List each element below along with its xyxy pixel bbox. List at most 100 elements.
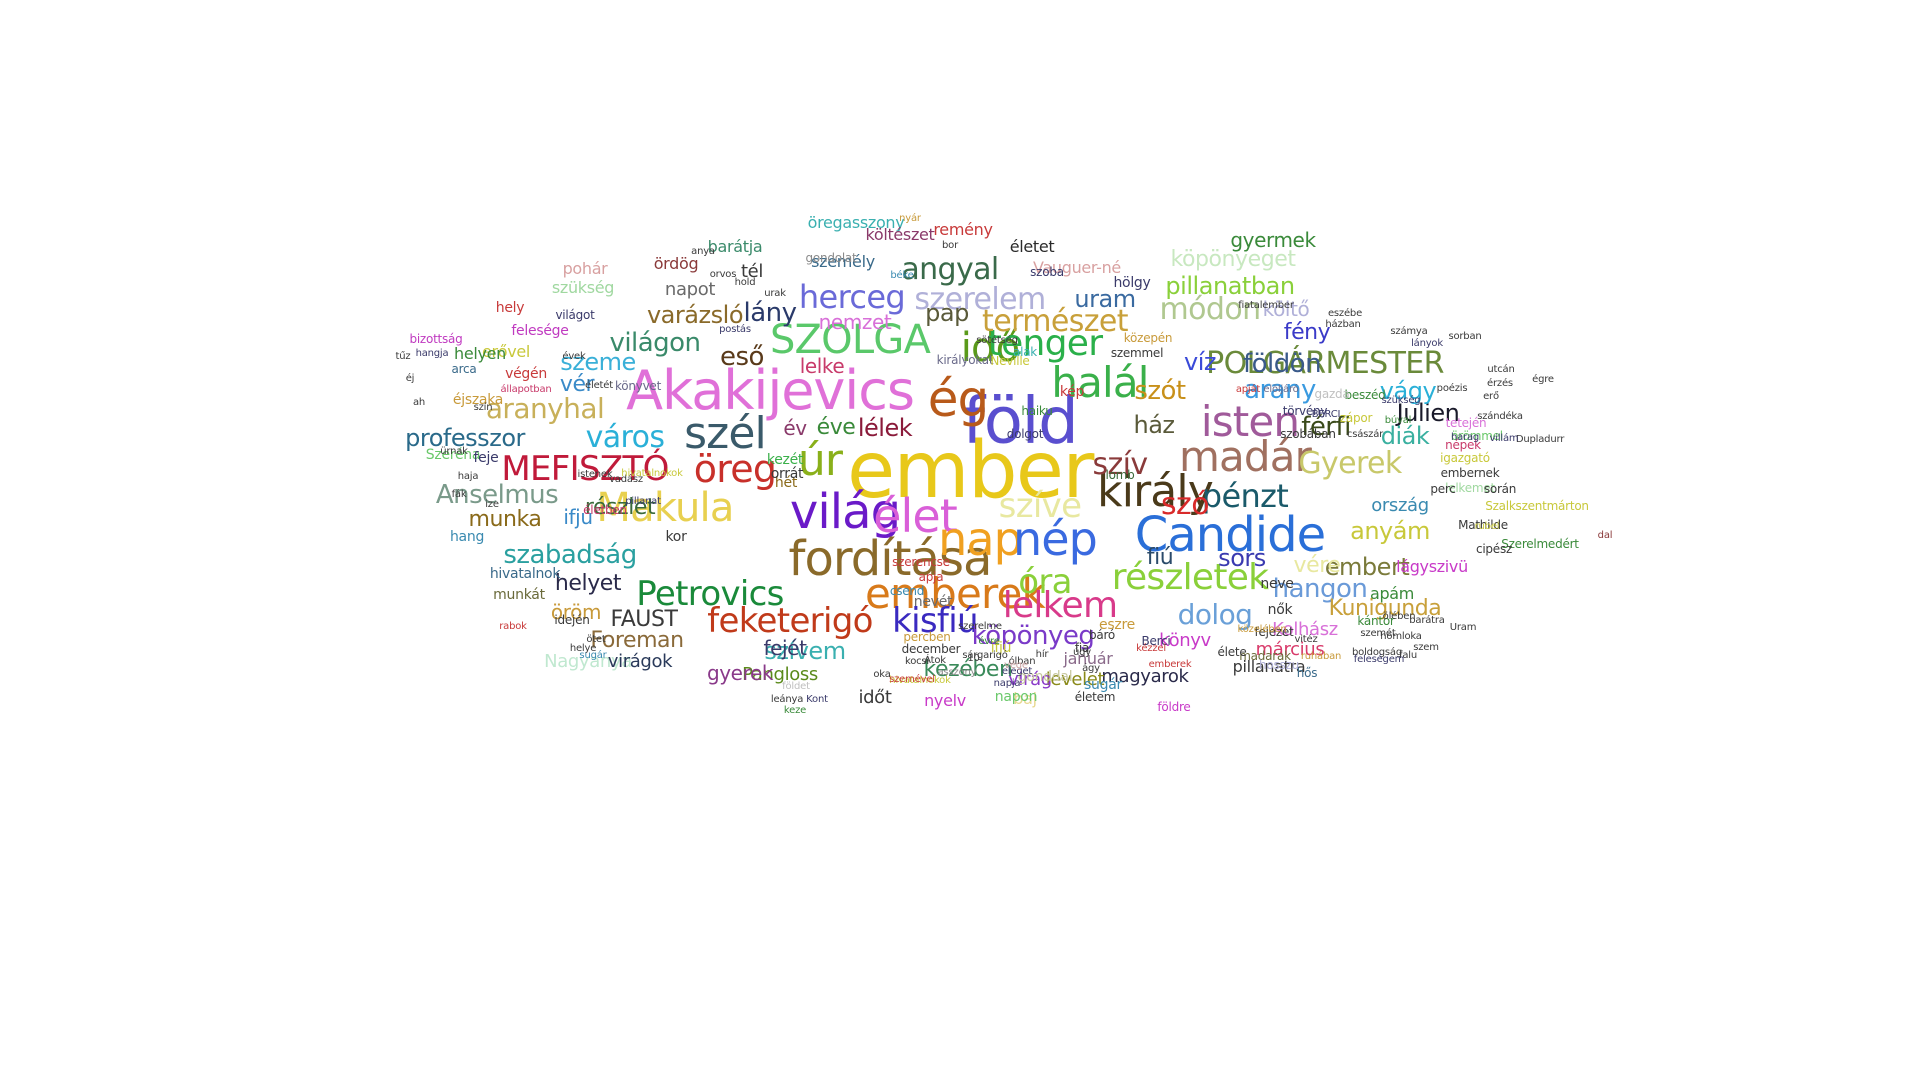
- cloud-word: március: [1255, 638, 1325, 660]
- cloud-word: város: [585, 419, 665, 455]
- cloud-word: ruhában: [1300, 650, 1342, 662]
- cloud-word: december: [901, 642, 961, 657]
- cloud-word: vére: [1293, 552, 1341, 578]
- cloud-word: felesége: [511, 322, 569, 339]
- cloud-word: földet: [782, 680, 810, 692]
- cloud-word: öreg: [693, 447, 777, 491]
- cloud-word: törvény: [1282, 403, 1328, 418]
- cloud-word: közelében: [1237, 624, 1287, 636]
- cloud-word: évek: [562, 351, 586, 363]
- cloud-word: béke: [890, 269, 914, 281]
- cloud-word: nép: [1013, 512, 1098, 567]
- cloud-word: lányok: [1411, 338, 1443, 350]
- cloud-word: szabadság: [503, 539, 637, 570]
- cloud-word: öröm: [550, 599, 602, 624]
- cloud-word: víz: [1183, 348, 1217, 377]
- cloud-word: fiú: [1146, 544, 1174, 570]
- cloud-word: sárgarigó: [962, 650, 1008, 662]
- cloud-word: emberek: [1148, 658, 1192, 670]
- cloud-word: pap: [925, 299, 969, 327]
- cloud-word: kántor: [1357, 614, 1395, 629]
- cloud-word: nemzet: [818, 310, 892, 335]
- cloud-word: nap: [938, 512, 1023, 567]
- cloud-word: ötet: [586, 633, 606, 645]
- cloud-word: évre: [978, 636, 1000, 648]
- cloud-word: angyal: [901, 252, 999, 288]
- cloud-word: erővel: [481, 342, 531, 361]
- cloud-word: haja: [457, 470, 479, 482]
- cloud-word: Szeréna: [425, 446, 481, 463]
- cloud-word: érzés: [1487, 377, 1513, 389]
- cloud-word: sötétség: [976, 335, 1018, 347]
- cloud-word: szív: [1092, 447, 1148, 483]
- cloud-word: föld: [962, 385, 1079, 460]
- cloud-word: fény: [1283, 319, 1331, 345]
- cloud-word: erő: [1483, 391, 1499, 403]
- cloud-word: uram: [1074, 284, 1136, 313]
- cloud-word: kép: [1059, 383, 1085, 400]
- cloud-word: lélek: [857, 413, 913, 442]
- cloud-word: költő: [1262, 297, 1310, 322]
- cloud-word: harag: [1450, 431, 1480, 443]
- cloud-word: vágy: [1379, 377, 1437, 405]
- cloud-word: professzor: [405, 423, 525, 452]
- cloud-word: dal: [1597, 530, 1613, 542]
- cloud-word: éjszaka: [452, 392, 504, 409]
- cloud-word: oka: [873, 668, 891, 680]
- cloud-word: arca: [451, 362, 477, 377]
- cloud-word: isten: [1200, 397, 1300, 447]
- cloud-word: földre: [1157, 699, 1191, 714]
- cloud-word: orrát: [770, 466, 804, 483]
- cloud-word: eszre: [1099, 617, 1135, 633]
- cloud-word: nők: [1267, 602, 1293, 619]
- cloud-word: Kolhász: [1272, 619, 1338, 641]
- cloud-word: világon: [609, 327, 701, 358]
- cloud-word: fordítása: [788, 530, 993, 587]
- cloud-word: helyet: [554, 570, 622, 596]
- cloud-word: fejét: [763, 636, 807, 661]
- cloud-word: Dupladurr: [1515, 434, 1565, 446]
- cloud-word: szükség: [551, 278, 615, 298]
- cloud-word: alak: [1012, 345, 1038, 359]
- cloud-word: varázsló: [646, 301, 744, 330]
- cloud-word: szél: [684, 407, 767, 459]
- cloud-word: bor: [942, 239, 958, 251]
- cloud-word: tűz: [395, 351, 411, 363]
- cloud-word: lomb: [1105, 468, 1135, 483]
- cloud-word: FAUST: [610, 607, 678, 633]
- cloud-word: lágyszivü: [1396, 557, 1468, 577]
- cloud-word: csend: [889, 584, 925, 599]
- cloud-word: Makula: [596, 485, 734, 531]
- cloud-word: Berci: [1141, 633, 1171, 648]
- cloud-word: ágy: [1082, 662, 1100, 674]
- cloud-word: szemét: [1360, 628, 1396, 640]
- cloud-word: személy: [811, 252, 875, 272]
- cloud-word: postás: [719, 324, 751, 336]
- cloud-word: gyerek: [706, 661, 774, 686]
- cloud-word: hivatalnokok: [889, 675, 951, 687]
- cloud-word: napot: [664, 278, 716, 300]
- cloud-word: szemmel: [1110, 345, 1164, 360]
- cloud-word: halál: [1051, 358, 1149, 408]
- cloud-word: pénzt: [1201, 477, 1289, 516]
- cloud-word: lány: [743, 298, 797, 328]
- cloud-word: perc: [1430, 481, 1456, 496]
- cloud-word: ördög: [653, 253, 699, 273]
- cloud-word: világ: [789, 483, 901, 540]
- cloud-word: keze: [783, 704, 807, 716]
- cloud-word: Petrovics: [636, 573, 784, 614]
- cloud-word: ég: [927, 369, 989, 428]
- cloud-word: során: [1483, 482, 1517, 497]
- cloud-word: természet: [982, 304, 1129, 340]
- cloud-word: kezét: [766, 451, 804, 468]
- cloud-word: ölében: [1382, 611, 1416, 623]
- cloud-word: köpönyeg: [971, 620, 1095, 651]
- cloud-word: percben: [903, 629, 951, 644]
- cloud-word: helye: [569, 643, 597, 655]
- cloud-word: helyen: [454, 343, 506, 363]
- cloud-word: sorban: [1448, 331, 1482, 343]
- cloud-word: Nagyanya: [544, 650, 632, 672]
- cloud-word: közepén: [1123, 330, 1173, 345]
- cloud-word: kisfiú: [892, 601, 978, 642]
